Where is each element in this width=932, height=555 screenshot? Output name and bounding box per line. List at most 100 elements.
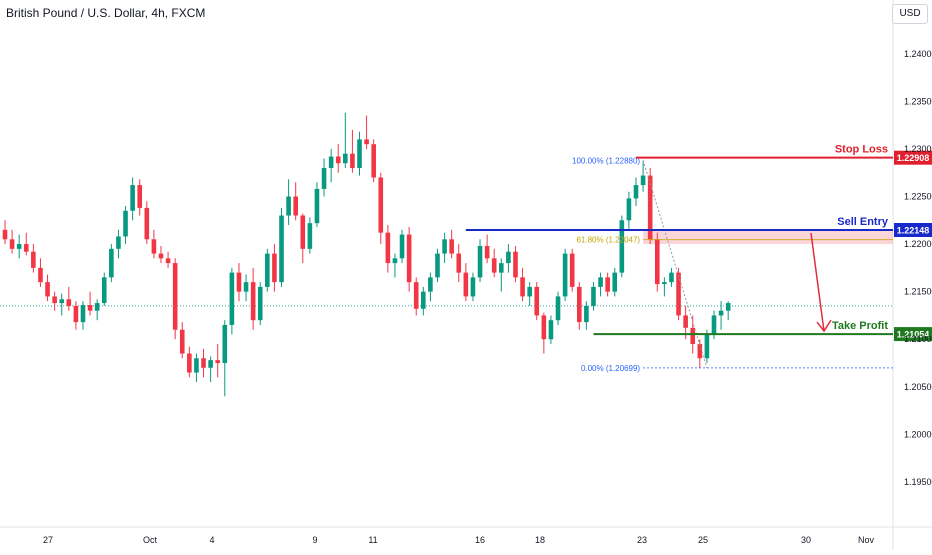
candle xyxy=(45,274,50,302)
candle-body xyxy=(527,286,532,297)
candle xyxy=(94,299,100,321)
candle-body xyxy=(45,282,50,297)
candle xyxy=(584,301,589,330)
candle-body xyxy=(350,153,355,168)
candle-body xyxy=(463,272,469,297)
candle-body xyxy=(250,282,256,321)
price-axis-tick: 1.23500 xyxy=(904,96,932,106)
price-axis-tick: 1.22500 xyxy=(904,192,932,202)
candle xyxy=(541,312,547,354)
candle xyxy=(662,277,667,297)
candle-body xyxy=(87,304,93,311)
candle-body xyxy=(215,360,220,364)
candle xyxy=(158,245,164,264)
time-axis-tick: Oct xyxy=(143,535,158,545)
candle-body xyxy=(151,239,157,254)
candle-body xyxy=(293,196,298,216)
candle-body xyxy=(562,253,568,297)
time-axis-tick: Nov xyxy=(858,535,875,545)
candle xyxy=(2,220,8,245)
candle-body xyxy=(442,239,447,254)
candle-body xyxy=(123,210,128,237)
candle-body xyxy=(116,236,121,249)
candle-body xyxy=(385,232,391,264)
candle xyxy=(534,282,540,321)
candle xyxy=(66,286,72,311)
candle xyxy=(626,191,632,230)
candle xyxy=(73,301,79,330)
candle-body xyxy=(477,245,483,278)
price-axis-tick: 1.21500 xyxy=(904,287,932,297)
candle-body xyxy=(584,305,589,323)
resistance-zone xyxy=(643,229,893,245)
candle xyxy=(406,226,412,292)
candle-body xyxy=(257,286,263,321)
candle-body xyxy=(576,286,582,323)
candle xyxy=(215,343,220,378)
candle xyxy=(463,263,469,302)
candle xyxy=(718,301,724,330)
take-profit-price-tag xyxy=(894,327,932,342)
candle-body xyxy=(548,320,554,340)
candle-body xyxy=(669,272,674,283)
currency-button[interactable]: USD xyxy=(892,4,928,24)
candle xyxy=(257,282,263,325)
candle xyxy=(456,244,462,283)
candle-body xyxy=(484,245,490,259)
take-profit-label: Take Profit xyxy=(832,320,888,332)
candle-body xyxy=(520,277,525,297)
candle xyxy=(484,234,490,264)
candle-body xyxy=(364,139,369,145)
candle xyxy=(633,177,639,207)
candle xyxy=(328,148,334,183)
candle-body xyxy=(243,282,249,292)
candle-body xyxy=(2,229,8,240)
candle-body xyxy=(676,272,681,316)
candle xyxy=(449,229,454,259)
candle-body xyxy=(130,185,135,211)
candle xyxy=(385,225,391,273)
candle-body xyxy=(23,244,29,252)
candle xyxy=(116,229,121,259)
candle-body xyxy=(109,248,114,278)
candle xyxy=(194,353,199,383)
price-axis-tick: 1.20500 xyxy=(904,382,932,392)
price-axis-tick: 1.24000 xyxy=(904,49,932,59)
time-axis-tick: 23 xyxy=(637,535,647,545)
candle xyxy=(187,346,192,378)
candle-body xyxy=(499,263,504,273)
candle-body xyxy=(428,277,433,292)
candle-body xyxy=(725,303,731,311)
candle-body xyxy=(101,277,107,304)
stop-loss-label: Stop Loss xyxy=(835,144,888,156)
candle xyxy=(612,267,618,297)
candle xyxy=(279,207,284,287)
candle-body xyxy=(421,291,426,309)
candle xyxy=(399,229,405,264)
candle-body xyxy=(506,251,511,264)
candle-body xyxy=(406,234,412,283)
candle xyxy=(378,172,384,245)
fib-level-label: 0.00% (1.20699) xyxy=(581,364,640,373)
candle xyxy=(265,248,270,292)
candle xyxy=(364,115,369,149)
candle-body xyxy=(612,272,618,292)
candle xyxy=(335,144,341,173)
candle xyxy=(300,213,306,264)
candle-body xyxy=(201,358,206,368)
candle xyxy=(123,206,128,245)
candle xyxy=(179,322,185,359)
candle-body xyxy=(399,234,405,259)
candle-body xyxy=(598,277,603,287)
candle-body xyxy=(435,253,440,278)
candle-body xyxy=(555,296,561,321)
candle xyxy=(293,182,298,221)
candle-body xyxy=(654,239,660,285)
candle-body xyxy=(165,258,171,264)
candle xyxy=(243,274,249,302)
candle-body xyxy=(449,239,454,254)
candle-body xyxy=(208,360,213,368)
candle xyxy=(208,356,213,383)
